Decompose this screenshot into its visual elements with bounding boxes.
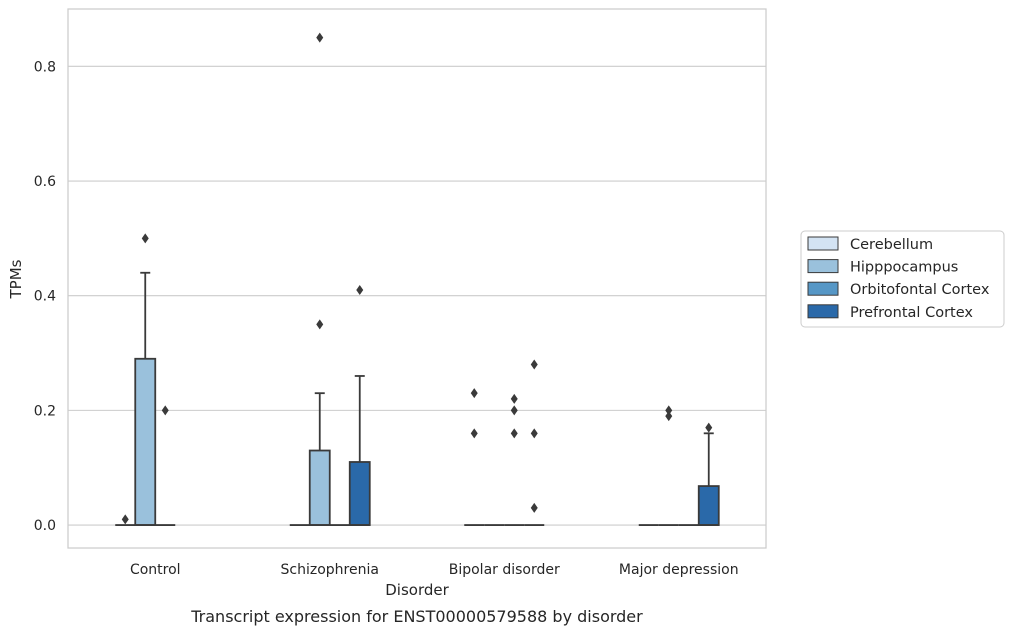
outlier-point [121,514,129,525]
legend-label: Cerebellum [850,237,933,253]
box-group [464,388,485,526]
outlier-point [705,422,713,433]
outlier-point [141,233,149,244]
box-body [348,461,371,526]
legend-label: Orbitofontal Cortex [850,282,990,298]
y-tick-label: 0.4 [34,289,56,305]
x-tick-labels: Control Schizophrenia Bipolar disorder Majo… [130,562,739,578]
box-group [524,359,545,526]
outlier-point [316,32,324,43]
x-tick-label: Major depression [619,562,739,578]
outlier-point [470,388,478,399]
outlier-point [356,284,364,295]
box-group [658,405,679,526]
outlier-point [470,428,478,439]
legend-swatch [807,259,839,274]
legend-label: Hipppocampus [850,260,958,276]
outlier-point [530,359,538,370]
x-tick-label: Bipolar disorder [449,562,560,578]
boxes-layer [115,32,720,526]
y-tick-label: 0.6 [34,174,56,190]
box-body [308,449,331,526]
outlier-point [510,428,518,439]
y-tick-label: 0.8 [34,59,56,75]
chart-title: Transcript expression for ENST0000057958… [190,607,643,626]
outlier-point [161,405,169,416]
plot-frame [67,8,767,549]
x-tick-label: Control [130,562,181,578]
y-axis-label: TPMs [7,259,25,299]
box-group [308,32,331,526]
box-group [504,393,525,526]
box-body [134,357,157,526]
box-body [697,485,720,526]
outlier-point [665,411,673,422]
legend-swatch [807,304,839,319]
x-tick-label: Schizophrenia [281,562,379,578]
y-tick-label: 0.2 [34,403,56,419]
legend-label: Prefrontal Cortex [850,305,973,321]
outlier-point [530,428,538,439]
legend-frame [800,230,1005,328]
outlier-point [530,502,538,513]
plot-background [68,9,766,548]
box-group [697,422,720,526]
outlier-point [665,405,673,416]
box-group [115,514,136,526]
outlier-point [316,319,324,330]
box-group [134,233,157,526]
outlier-point [510,393,518,404]
legend-swatch [807,236,839,251]
y-tick-label: 0.0 [34,518,56,534]
box-group [155,405,176,526]
box-group [348,284,371,526]
legend: Cerebellum Hipppocampus Orbitofontal Corte… [800,230,1005,328]
legend-swatch [807,281,839,296]
x-axis-label: Disorder [385,581,449,599]
outlier-point [510,405,518,416]
y-tick-labels: 0.0 0.2 0.4 0.6 0.8 [34,59,56,534]
